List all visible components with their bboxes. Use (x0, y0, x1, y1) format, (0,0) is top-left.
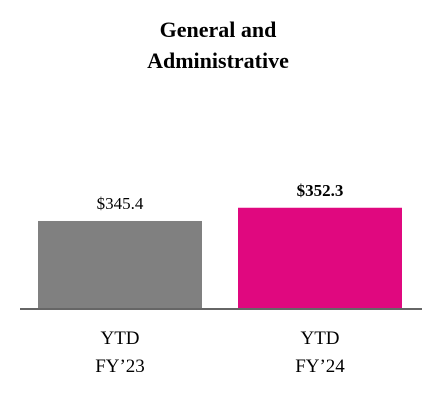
chart-title-line-1: General and (160, 17, 277, 42)
category-label-2-line-2: FY’24 (295, 356, 345, 377)
bar-1 (38, 220, 202, 308)
category-label-2-line-1: YTD (300, 328, 339, 349)
value-label-2: $352.3 (297, 181, 344, 200)
bar-2 (238, 207, 402, 308)
bars-group (38, 207, 402, 308)
category-label-1-line-2: FY’23 (95, 356, 145, 377)
value-label-1: $345.4 (97, 194, 144, 213)
chart-title-line-2: Administrative (147, 48, 289, 73)
labels-group: $345.4 YTD FY’23 $352.3 YTD FY’24 (95, 181, 345, 377)
category-label-1-line-1: YTD (100, 328, 139, 349)
